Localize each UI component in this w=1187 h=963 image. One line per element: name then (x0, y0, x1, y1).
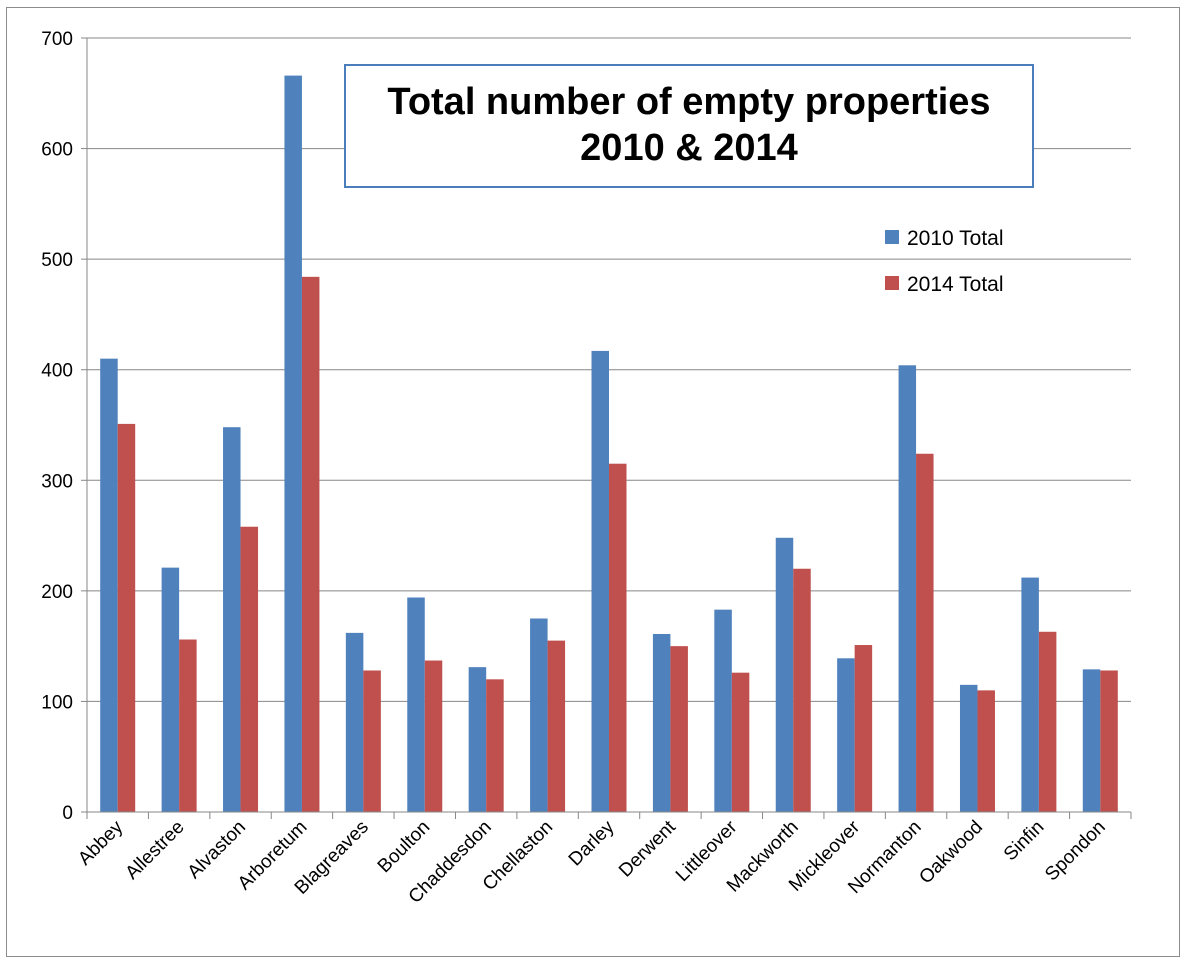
x-tick-label: Boulton (374, 817, 434, 877)
chart-title-line-2: 2010 & 2014 (580, 127, 798, 169)
bar-2014-total (179, 639, 197, 812)
bar-2014-total (363, 670, 381, 812)
bar-2010-total (223, 427, 241, 812)
bar-2010-total (959, 684, 978, 812)
x-tick-label: Allestree (122, 817, 189, 884)
bar-2014-total (609, 463, 627, 812)
bar-2014-total (240, 526, 259, 812)
bar-2014-total (916, 453, 934, 812)
legend-label: 2014 Total (907, 273, 1004, 296)
y-tick-label: 500 (41, 250, 73, 271)
bar-2014-total (301, 276, 320, 812)
bar-2010-total (898, 365, 917, 812)
bar-2014-total (1038, 631, 1057, 812)
bar-2014-total (1100, 670, 1118, 812)
bar-2014-total (547, 640, 566, 812)
x-tick-label: Derwent (615, 816, 680, 881)
bar-2010-total (714, 609, 732, 812)
y-tick-label: 200 (41, 582, 73, 603)
bar-2014-total (486, 679, 504, 812)
x-tick-label: Sinfin (1000, 817, 1048, 865)
bar-2010-total (161, 567, 180, 812)
x-tick-label: Abbey (74, 816, 127, 869)
chart-title: Total number of empty properties 2010 & … (344, 64, 1034, 188)
bar-2014-total (977, 690, 995, 812)
bar-2010-total (591, 350, 609, 812)
bar-2014-total (670, 646, 688, 812)
legend: 2010 Total 2014 Total (885, 227, 1004, 296)
x-tick-label: Spondon (1041, 817, 1110, 886)
legend-label: 2010 Total (907, 227, 1004, 250)
x-tick-label: Oakwood (915, 817, 987, 889)
y-tick-label: 400 (41, 361, 73, 382)
bar-2010-total (468, 667, 487, 812)
bar-2010-total (530, 618, 548, 812)
bar-2010-total (407, 597, 425, 812)
bar-2010-total (284, 75, 302, 812)
bar-2014-total (424, 660, 443, 812)
bar-2014-total (854, 645, 873, 812)
bar-2010-total (100, 358, 118, 812)
legend-swatch (885, 276, 899, 290)
y-tick-label: 100 (41, 692, 73, 713)
y-tick-label: 300 (41, 471, 73, 492)
y-tick-label: 700 (41, 29, 73, 50)
bar-2010-total (652, 633, 671, 812)
bars (100, 75, 1118, 812)
y-tick-label: 0 (62, 803, 73, 824)
bar-2010-total (1021, 577, 1039, 812)
legend-swatch (885, 230, 899, 244)
y-tick-label: 600 (41, 140, 73, 161)
bar-2010-total (1082, 669, 1101, 812)
bar-2010-total (837, 658, 855, 812)
x-tick-label: Darley (565, 816, 619, 870)
bar-2010-total (345, 632, 364, 812)
bar-2010-total (775, 537, 794, 812)
bar-2014-total (793, 568, 811, 812)
bar-2014-total (117, 423, 136, 812)
chart-title-line-1: Total number of empty properties (387, 81, 991, 124)
bar-2014-total (731, 672, 750, 812)
